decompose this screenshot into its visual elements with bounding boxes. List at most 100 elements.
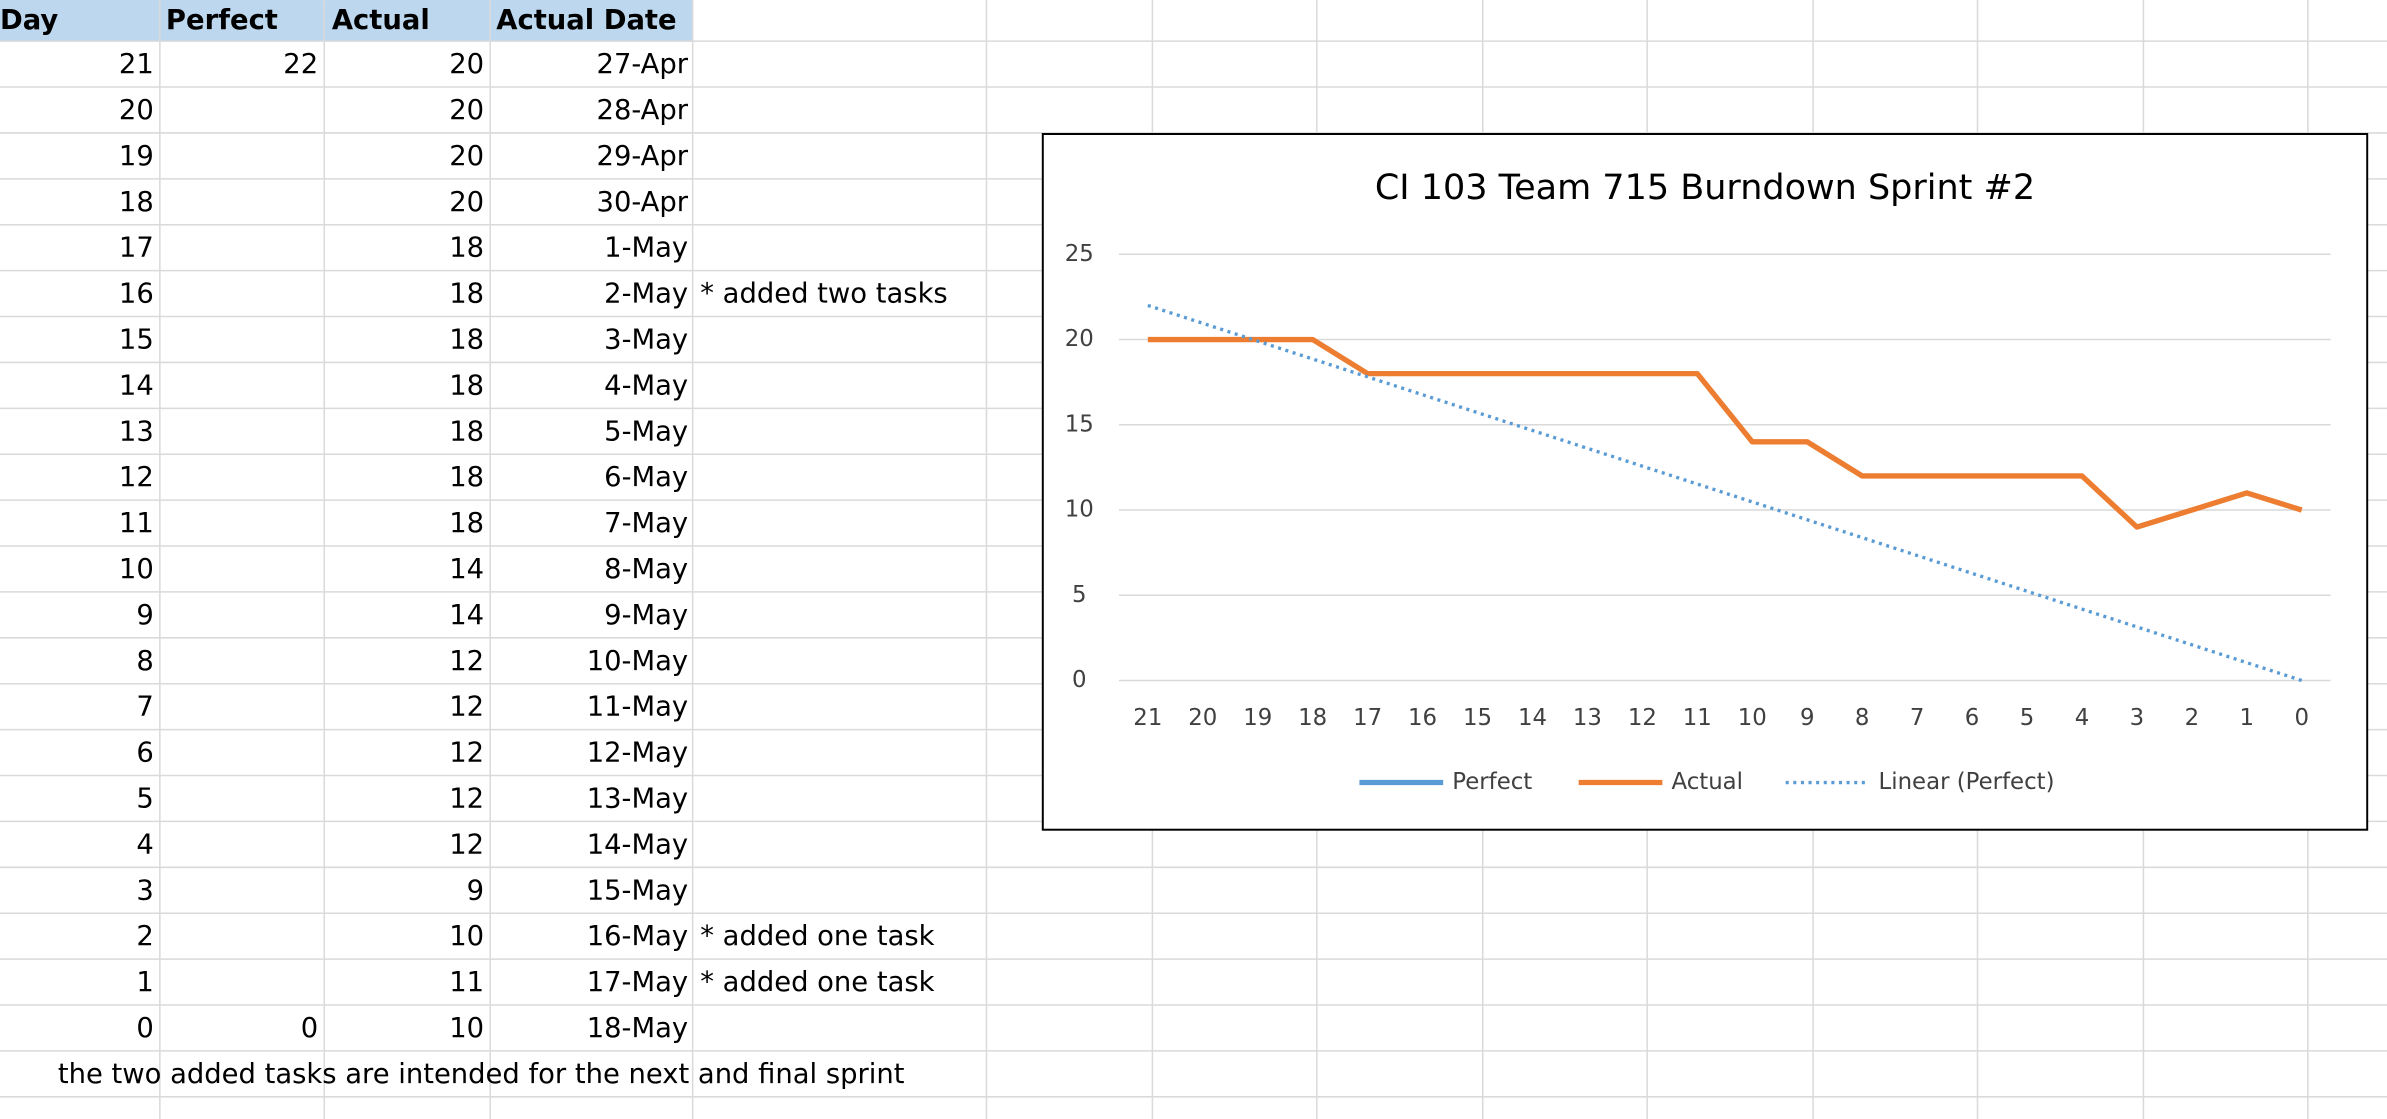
cell: 6 — [136, 738, 153, 769]
x-tick-label: 8 — [1855, 705, 1870, 731]
cell: 1-May — [604, 233, 688, 264]
cell: 14 — [449, 600, 484, 631]
x-tick-label: 12 — [1628, 705, 1657, 731]
header-cell: Actual Date — [496, 5, 676, 36]
cell: 18 — [449, 233, 484, 264]
x-tick-label: 16 — [1408, 705, 1437, 731]
cell: 12 — [449, 738, 484, 769]
y-tick-label: 10 — [1065, 497, 1094, 523]
cell: 17 — [119, 233, 154, 264]
cell: 16 — [119, 279, 154, 310]
legend-label: Actual — [1672, 769, 1744, 795]
cell: 18 — [119, 187, 154, 218]
legend-label: Perfect — [1452, 769, 1532, 795]
cell: 11 — [449, 967, 484, 998]
x-tick-label: 7 — [1910, 705, 1925, 731]
cell: 3 — [136, 875, 153, 906]
series-line — [1147, 336, 2303, 530]
cell: 8-May — [604, 554, 688, 585]
cell: 14 — [119, 370, 154, 401]
cell: 12 — [449, 692, 484, 723]
cell: 15-May — [587, 875, 688, 906]
y-tick-label: 15 — [1065, 411, 1094, 437]
note: * added one task — [700, 967, 934, 998]
cell: 14-May — [587, 829, 688, 860]
chart-frame — [1041, 133, 2369, 831]
x-tick-label: 2 — [2185, 705, 2200, 731]
cell: 30-Apr — [597, 187, 689, 218]
legend-label: Linear (Perfect) — [1879, 769, 2055, 795]
x-tick-label: 5 — [2020, 705, 2035, 731]
cell: 18 — [449, 416, 484, 447]
cell: 10 — [449, 921, 484, 952]
x-tick-label: 15 — [1463, 705, 1492, 731]
cell: 17-May — [587, 967, 688, 998]
cell: 20 — [119, 95, 154, 126]
cell: 20 — [449, 49, 484, 80]
cell: 10 — [449, 1013, 484, 1044]
cell: 9 — [136, 600, 153, 631]
cell: 9 — [467, 875, 484, 906]
y-tick-label: 20 — [1065, 326, 1094, 352]
cell: 15 — [119, 325, 154, 356]
header-cell: Day — [0, 5, 58, 36]
x-tick-label: 3 — [2130, 705, 2145, 731]
cell: 13 — [119, 416, 154, 447]
cell: 4 — [136, 829, 153, 860]
cell: 20 — [449, 187, 484, 218]
cell: 21 — [119, 49, 154, 80]
note: * added two tasks — [700, 279, 947, 310]
x-tick-label: 21 — [1133, 705, 1162, 731]
cell: 18-May — [587, 1013, 688, 1044]
cell: 7 — [136, 692, 153, 723]
cell: 5 — [136, 783, 153, 814]
x-tick-label: 11 — [1683, 705, 1712, 731]
cell: 3-May — [604, 325, 688, 356]
cell: 12 — [449, 646, 484, 677]
cell: 7-May — [604, 508, 688, 539]
cell: 1 — [136, 967, 153, 998]
x-tick-label: 10 — [1738, 705, 1767, 731]
cell: 27-Apr — [597, 49, 689, 80]
cell: 12 — [449, 783, 484, 814]
x-tick-label: 6 — [1965, 705, 1980, 731]
x-tick-label: 1 — [2240, 705, 2255, 731]
cell: 19 — [119, 141, 154, 172]
x-tick-label: 9 — [1800, 705, 1815, 731]
cell: 10 — [119, 554, 154, 585]
header-cell: Actual — [332, 5, 430, 36]
footnote: the two added tasks are intended for the… — [58, 1059, 905, 1090]
cell: 13-May — [587, 783, 688, 814]
cell: 2-May — [604, 279, 688, 310]
cell: 29-Apr — [597, 141, 689, 172]
cell: 12-May — [587, 738, 688, 769]
cell: 4-May — [604, 370, 688, 401]
header-fill — [0, 0, 693, 42]
y-tick-label: 25 — [1065, 241, 1094, 267]
x-tick-label: 19 — [1243, 705, 1272, 731]
cell: 18 — [449, 508, 484, 539]
cell: 12 — [449, 829, 484, 860]
x-tick-label: 14 — [1518, 705, 1547, 731]
cell: 10-May — [587, 646, 688, 677]
x-tick-label: 4 — [2075, 705, 2090, 731]
cell: 18 — [449, 279, 484, 310]
note: * added one task — [700, 921, 934, 952]
cell: 6-May — [604, 462, 688, 493]
cell: 18 — [449, 462, 484, 493]
header-cell: Perfect — [166, 5, 278, 36]
cell: 11 — [119, 508, 154, 539]
cell: 0 — [136, 1013, 153, 1044]
cell: 18 — [449, 370, 484, 401]
x-tick-label: 0 — [2294, 705, 2309, 731]
cell: 0 — [301, 1013, 318, 1044]
cell: 8 — [136, 646, 153, 677]
cell: 11-May — [587, 692, 688, 723]
x-tick-label: 20 — [1188, 705, 1217, 731]
cell: 9-May — [604, 600, 688, 631]
x-tick-label: 18 — [1298, 705, 1327, 731]
cell: 20 — [449, 95, 484, 126]
